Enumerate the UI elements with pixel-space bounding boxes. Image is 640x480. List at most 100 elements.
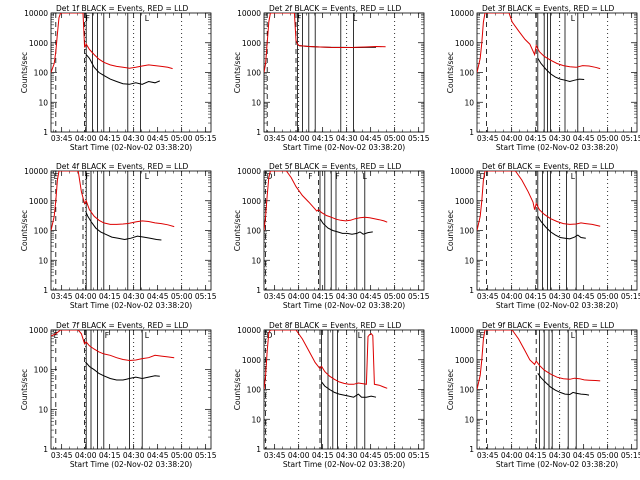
y-tick-label: 1 [43, 128, 48, 137]
series-line-events [85, 54, 160, 85]
y-tick-label: 100 [460, 227, 475, 236]
y-axis-title: Counts/sec [233, 52, 242, 93]
marker-letter-l: L [145, 14, 150, 23]
y-axis-title: Counts/sec [233, 369, 242, 410]
y-tick-label: 1 [256, 128, 261, 137]
x-tick-label: 05:15 [195, 292, 217, 301]
series-line-events [319, 218, 373, 235]
x-tick-label: 04:15 [525, 451, 547, 460]
plot-frame [263, 12, 425, 133]
panel-title: Det 5f BLACK = Events, RED = LLD [269, 162, 402, 171]
marker-letter-l: L [358, 331, 363, 340]
marker-letter-l: L [353, 14, 358, 23]
x-tick-label: 04:30 [123, 292, 145, 301]
x-tick-label: 05:15 [408, 134, 430, 143]
x-tick-label: 04:45 [147, 292, 169, 301]
series-line-lld [477, 171, 601, 231]
y-tick-label: 10000 [450, 9, 474, 18]
y-tick-label: 1000 [455, 356, 474, 365]
panel-title: Det 9f BLACK = Events, RED = LLD [482, 321, 615, 330]
x-tick-label: 04:00 [288, 292, 310, 301]
x-axis-title: Start Time (02-Nov-02 03:38:20) [496, 301, 618, 310]
x-axis-title: Start Time (02-Nov-02 03:38:20) [496, 143, 618, 152]
marker-letter-l: L [145, 331, 150, 340]
x-tick-label: 04:15 [99, 451, 121, 460]
x-tick-label: 04:00 [75, 451, 97, 460]
panel-7: Det 7f BLACK = Events, RED = LLD 1 10 100 10… [20, 321, 217, 469]
panel-title: Det 4f BLACK = Events, RED = LLD [56, 162, 189, 171]
marker-letter-l: L [145, 172, 150, 181]
x-tick-label: 05:00 [171, 134, 193, 143]
y-tick-label: 10000 [237, 9, 261, 18]
x-tick-label: 04:15 [99, 292, 121, 301]
plot-frame [476, 170, 638, 291]
series-line-lld [51, 330, 175, 362]
x-tick-label: 04:45 [147, 134, 169, 143]
x-tick-label: 03:45 [51, 134, 73, 143]
series-line-lld [264, 13, 386, 73]
series-group [264, 171, 388, 235]
y-tick-label: 10000 [237, 167, 261, 176]
y-tick-label: 10 [464, 256, 474, 265]
marker-letter-l: L [571, 331, 576, 340]
y-tick-label: 10000 [450, 167, 474, 176]
x-tick-label: 04:00 [75, 134, 97, 143]
x-tick-label: 03:45 [264, 451, 286, 460]
marker-letter-e: E [54, 172, 59, 181]
y-tick-label: 1 [469, 128, 474, 137]
series-line-lld [51, 171, 175, 231]
x-tick-label: 04:00 [75, 292, 97, 301]
series-line-lld [51, 13, 173, 73]
x-tick-label: 05:15 [621, 134, 640, 143]
x-tick-label: 05:00 [384, 292, 406, 301]
x-tick-label: 04:00 [501, 451, 523, 460]
panel-4: Det 4f BLACK = Events, RED = LLD 1 10 100 10… [20, 162, 217, 310]
y-tick-label: 1 [256, 286, 261, 295]
marker-letter-l: L [571, 14, 576, 23]
plot-frame [263, 170, 425, 291]
y-tick-label: 10 [38, 98, 48, 107]
x-tick-label: 03:45 [51, 451, 73, 460]
x-tick-label: 04:45 [360, 134, 382, 143]
x-tick-label: 04:15 [99, 134, 121, 143]
y-tick-label: 1000 [242, 356, 261, 365]
x-tick-label: 05:15 [621, 292, 640, 301]
plot-frame [263, 329, 425, 450]
y-axis-title: Counts/sec [446, 210, 455, 251]
series-group [477, 171, 601, 240]
plot-frame [50, 170, 212, 291]
y-tick-label: 100 [247, 386, 262, 395]
series-line-lld [264, 171, 388, 231]
panel-1: Det 1f BLACK = Events, RED = LLD 1 10 100 10… [20, 4, 217, 152]
marker-letter-f: F [335, 172, 339, 181]
y-tick-label: 1000 [29, 197, 48, 206]
y-tick-label: 1 [43, 286, 48, 295]
y-tick-label: 1000 [455, 197, 474, 206]
y-tick-label: 10 [38, 256, 48, 265]
x-tick-label: 04:15 [312, 451, 334, 460]
x-tick-label: 04:45 [573, 134, 595, 143]
series-group [51, 330, 175, 381]
x-axis-title: Start Time (02-Nov-02 03:38:20) [283, 460, 405, 469]
series-line-events [537, 216, 586, 240]
marker-letter-f: F [297, 14, 301, 23]
x-axis-title: Start Time (02-Nov-02 03:38:20) [70, 301, 192, 310]
series-group [477, 330, 601, 396]
x-tick-label: 03:45 [51, 292, 73, 301]
y-tick-label: 1 [256, 445, 261, 454]
y-tick-label: 10 [251, 98, 261, 107]
plot-frame [476, 329, 638, 450]
x-tick-label: 04:45 [360, 292, 382, 301]
x-tick-label: 05:15 [195, 451, 217, 460]
panel-title: Det 8f BLACK = Events, RED = LLD [269, 321, 402, 330]
y-tick-label: 100 [247, 69, 262, 78]
panel-title: Det 1f BLACK = Events, RED = LLD [56, 4, 189, 13]
y-tick-label: 10 [251, 256, 261, 265]
x-tick-label: 05:00 [171, 451, 193, 460]
x-tick-label: 04:30 [123, 134, 145, 143]
y-tick-label: 1000 [455, 39, 474, 48]
series-line-events [537, 373, 590, 396]
x-tick-label: 04:45 [573, 292, 595, 301]
x-tick-label: 04:30 [336, 134, 358, 143]
